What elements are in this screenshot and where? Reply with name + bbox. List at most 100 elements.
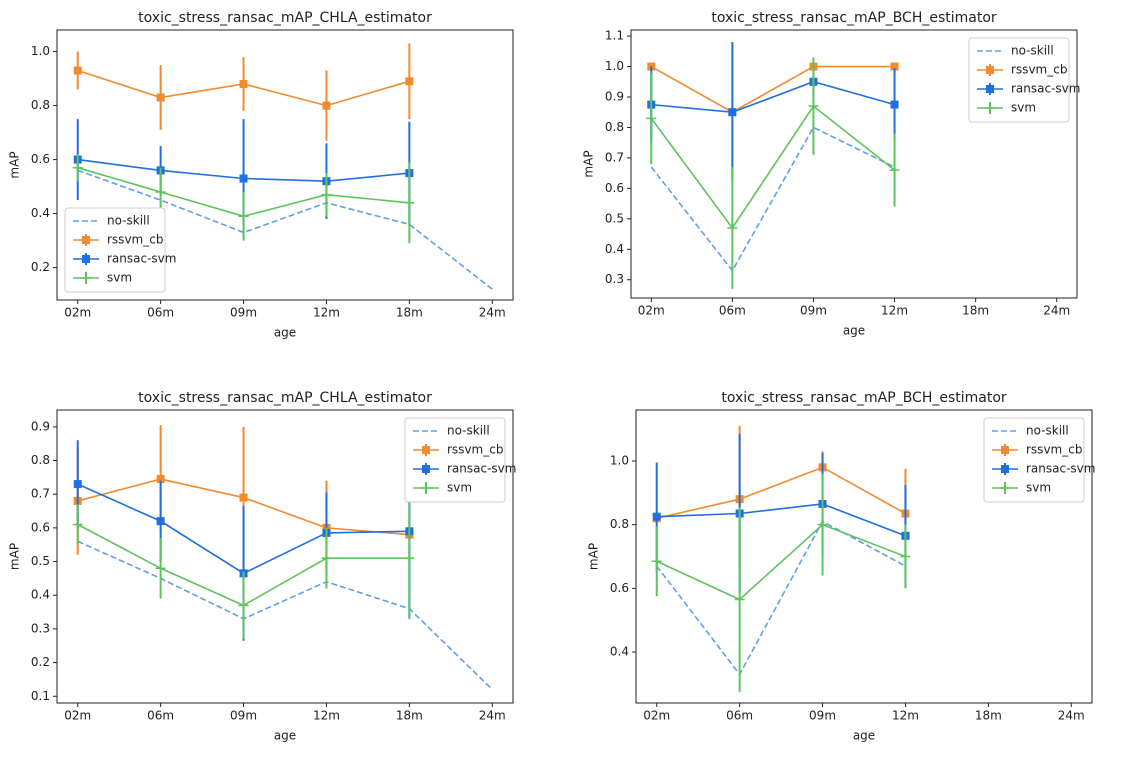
axes-frame <box>635 409 1093 704</box>
x-tick-label: 09m <box>809 709 836 723</box>
legend-label: rssvm_cb <box>447 443 503 457</box>
marker <box>652 512 661 521</box>
marker <box>808 101 819 112</box>
legend-label: rssvm_cb <box>1011 63 1067 77</box>
marker <box>900 551 911 562</box>
legend-box <box>404 417 506 503</box>
x-tick-label: 09m <box>230 306 257 320</box>
series-line <box>650 65 895 114</box>
legend-swatch <box>986 85 994 93</box>
legend-swatch <box>1001 465 1009 473</box>
marker <box>404 553 415 564</box>
legend: no-skill rssvm_cb ransac-svm svm <box>404 417 516 503</box>
legend-label: rssvm_cb <box>1026 443 1082 457</box>
x-tick-label: 02m <box>64 306 91 320</box>
legend-label: ransac-svm <box>107 252 176 266</box>
x-tick-label: 24m <box>1058 709 1085 723</box>
legend: no-skill rssvm_cb ransac-svm svm <box>64 207 176 293</box>
x-tick-label: 12m <box>881 304 908 318</box>
subplot: toxic_stress_ransac_mAP_CHLA_estimatorag… <box>8 390 517 743</box>
x-axis-label: age <box>274 326 296 340</box>
y-tick-label: 0.1 <box>31 689 50 703</box>
marker <box>72 519 83 530</box>
legend: no-skill rssvm_cb ransac-svm svm <box>968 37 1080 123</box>
subplot-title: toxic_stress_ransac_mAP_CHLA_estimator <box>138 390 432 406</box>
y-tick-label: 0.9 <box>605 90 624 104</box>
y-tick-label: 0.6 <box>31 152 50 166</box>
series-line <box>77 169 493 290</box>
marker <box>322 101 331 110</box>
marker <box>238 211 249 222</box>
x-tick-label: 09m <box>800 304 827 318</box>
legend-label: no-skill <box>1026 424 1069 438</box>
x-tick-label: 06m <box>719 304 746 318</box>
subplot-title: toxic_stress_ransac_mAP_BCH_estimator <box>711 10 997 26</box>
marker <box>239 80 248 88</box>
series-line <box>650 104 896 230</box>
y-tick-label: 0.4 <box>31 588 50 602</box>
x-tick-label: 18m <box>975 709 1002 723</box>
y-tick-label: 0.6 <box>605 181 624 195</box>
series-line <box>656 523 906 601</box>
y-tick-label: 1.0 <box>610 453 629 467</box>
y-tick-label: 0.4 <box>31 206 50 220</box>
marker <box>734 594 745 605</box>
x-axis-label: age <box>853 729 875 743</box>
legend-label: no-skill <box>107 214 150 228</box>
y-tick-label: 0.8 <box>610 517 629 531</box>
legend-label: rssvm_cb <box>107 233 163 247</box>
legend-label: no-skill <box>447 424 490 438</box>
x-tick-label: 18m <box>962 304 989 318</box>
series-line <box>656 520 906 676</box>
x-axis-label: age <box>274 729 296 743</box>
marker <box>889 165 900 176</box>
y-tick-label: 1.0 <box>605 59 624 73</box>
marker <box>728 108 737 117</box>
legend-swatch <box>1001 446 1009 454</box>
y-tick-label: 0.7 <box>605 150 624 164</box>
axes-frame <box>56 409 514 704</box>
series-line <box>656 503 906 537</box>
x-tick-label: 24m <box>479 709 506 723</box>
marker <box>155 187 166 197</box>
x-tick-label: 18m <box>396 709 423 723</box>
series-line <box>651 80 895 114</box>
y-axis-label: mAP <box>582 150 596 177</box>
legend: no-skill rssvm_cb ransac-svm svm <box>983 417 1095 503</box>
legend-label: svm <box>107 271 132 285</box>
y-tick-label: 0.3 <box>605 272 624 286</box>
marker <box>156 475 165 484</box>
legend-swatch <box>82 255 90 263</box>
marker <box>155 563 166 574</box>
marker <box>646 113 657 124</box>
marker <box>405 77 414 86</box>
x-tick-label: 24m <box>1043 304 1070 318</box>
x-tick-label: 12m <box>313 709 340 723</box>
marker <box>156 517 165 526</box>
marker <box>73 66 82 75</box>
y-tick-label: 0.8 <box>31 98 50 112</box>
legend-swatch <box>422 465 430 473</box>
subplot-title: toxic_stress_ransac_mAP_CHLA_estimator <box>138 10 432 26</box>
x-tick-label: 06m <box>147 709 174 723</box>
series-line <box>656 466 906 520</box>
y-tick-label: 0.8 <box>31 453 50 467</box>
x-axis-label: age <box>843 324 865 338</box>
y-tick-label: 0.3 <box>31 621 50 635</box>
y-tick-label: 0.6 <box>31 520 50 534</box>
marker <box>238 600 249 611</box>
marker <box>321 553 332 564</box>
legend-label: svm <box>1011 101 1036 115</box>
y-tick-label: 0.5 <box>605 211 624 225</box>
series-line <box>77 540 493 691</box>
x-tick-label: 06m <box>147 306 174 320</box>
legend-swatch <box>986 66 994 74</box>
axes-frame <box>630 29 1078 299</box>
y-axis-label: mAP <box>8 543 22 570</box>
legend-label: ransac-svm <box>1026 462 1095 476</box>
y-tick-label: 1.0 <box>31 44 50 58</box>
y-tick-label: 0.7 <box>31 487 50 501</box>
subplot: toxic_stress_ransac_mAP_BCH_estimatorage… <box>587 390 1096 743</box>
x-tick-label: 18m <box>396 306 423 320</box>
subplot: toxic_stress_ransac_mAP_CHLA_estimatorag… <box>8 10 514 340</box>
